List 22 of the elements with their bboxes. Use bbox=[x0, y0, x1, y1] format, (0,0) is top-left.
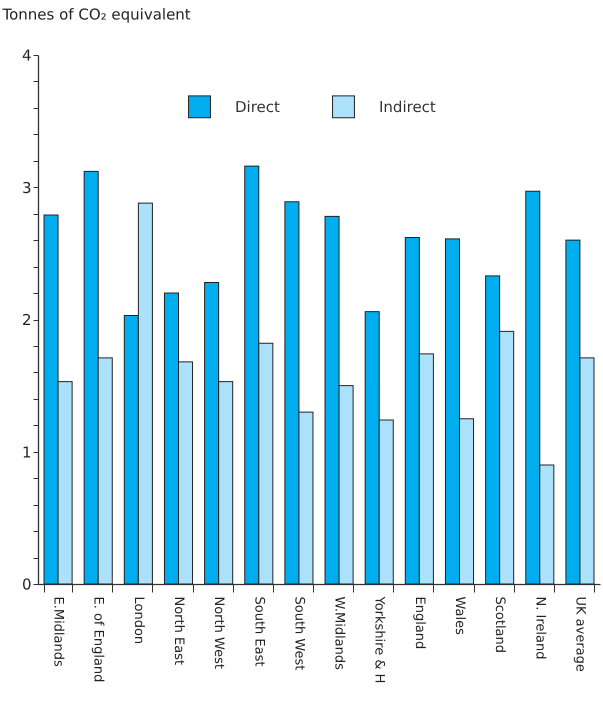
x-tick-label: Scotland bbox=[492, 596, 508, 654]
x-tick-label: North East bbox=[171, 596, 186, 666]
x-tick-label: N. Ireland bbox=[532, 596, 548, 660]
x-tick-label: Yorkshire & H bbox=[372, 596, 387, 684]
y-tick-label: 3 bbox=[22, 178, 32, 197]
x-tick-label: E.Midlands bbox=[50, 596, 66, 667]
x-tick-label: Wales bbox=[452, 596, 467, 636]
y-tick-label: 4 bbox=[22, 46, 32, 64]
x-tick-label: South West bbox=[291, 596, 306, 670]
x-tick-label: UK average bbox=[572, 596, 588, 672]
y-tick-label: 2 bbox=[22, 311, 32, 329]
legend-label: Indirect bbox=[379, 98, 436, 116]
x-tick-label: North West bbox=[211, 596, 226, 669]
x-tick-label: E. of England bbox=[90, 596, 106, 682]
x-tick-label: South East bbox=[251, 596, 266, 666]
y-tick-label: 0 bbox=[22, 576, 32, 594]
x-tick-label: London bbox=[130, 596, 146, 644]
y-tick-label: 1 bbox=[22, 443, 32, 462]
legend-label: Direct bbox=[235, 98, 280, 116]
y-axis-title: Tonnes of CO₂ equivalent bbox=[2, 6, 191, 24]
x-tick-label: W.Midlands bbox=[332, 596, 347, 670]
x-tick-label: England bbox=[412, 596, 427, 650]
